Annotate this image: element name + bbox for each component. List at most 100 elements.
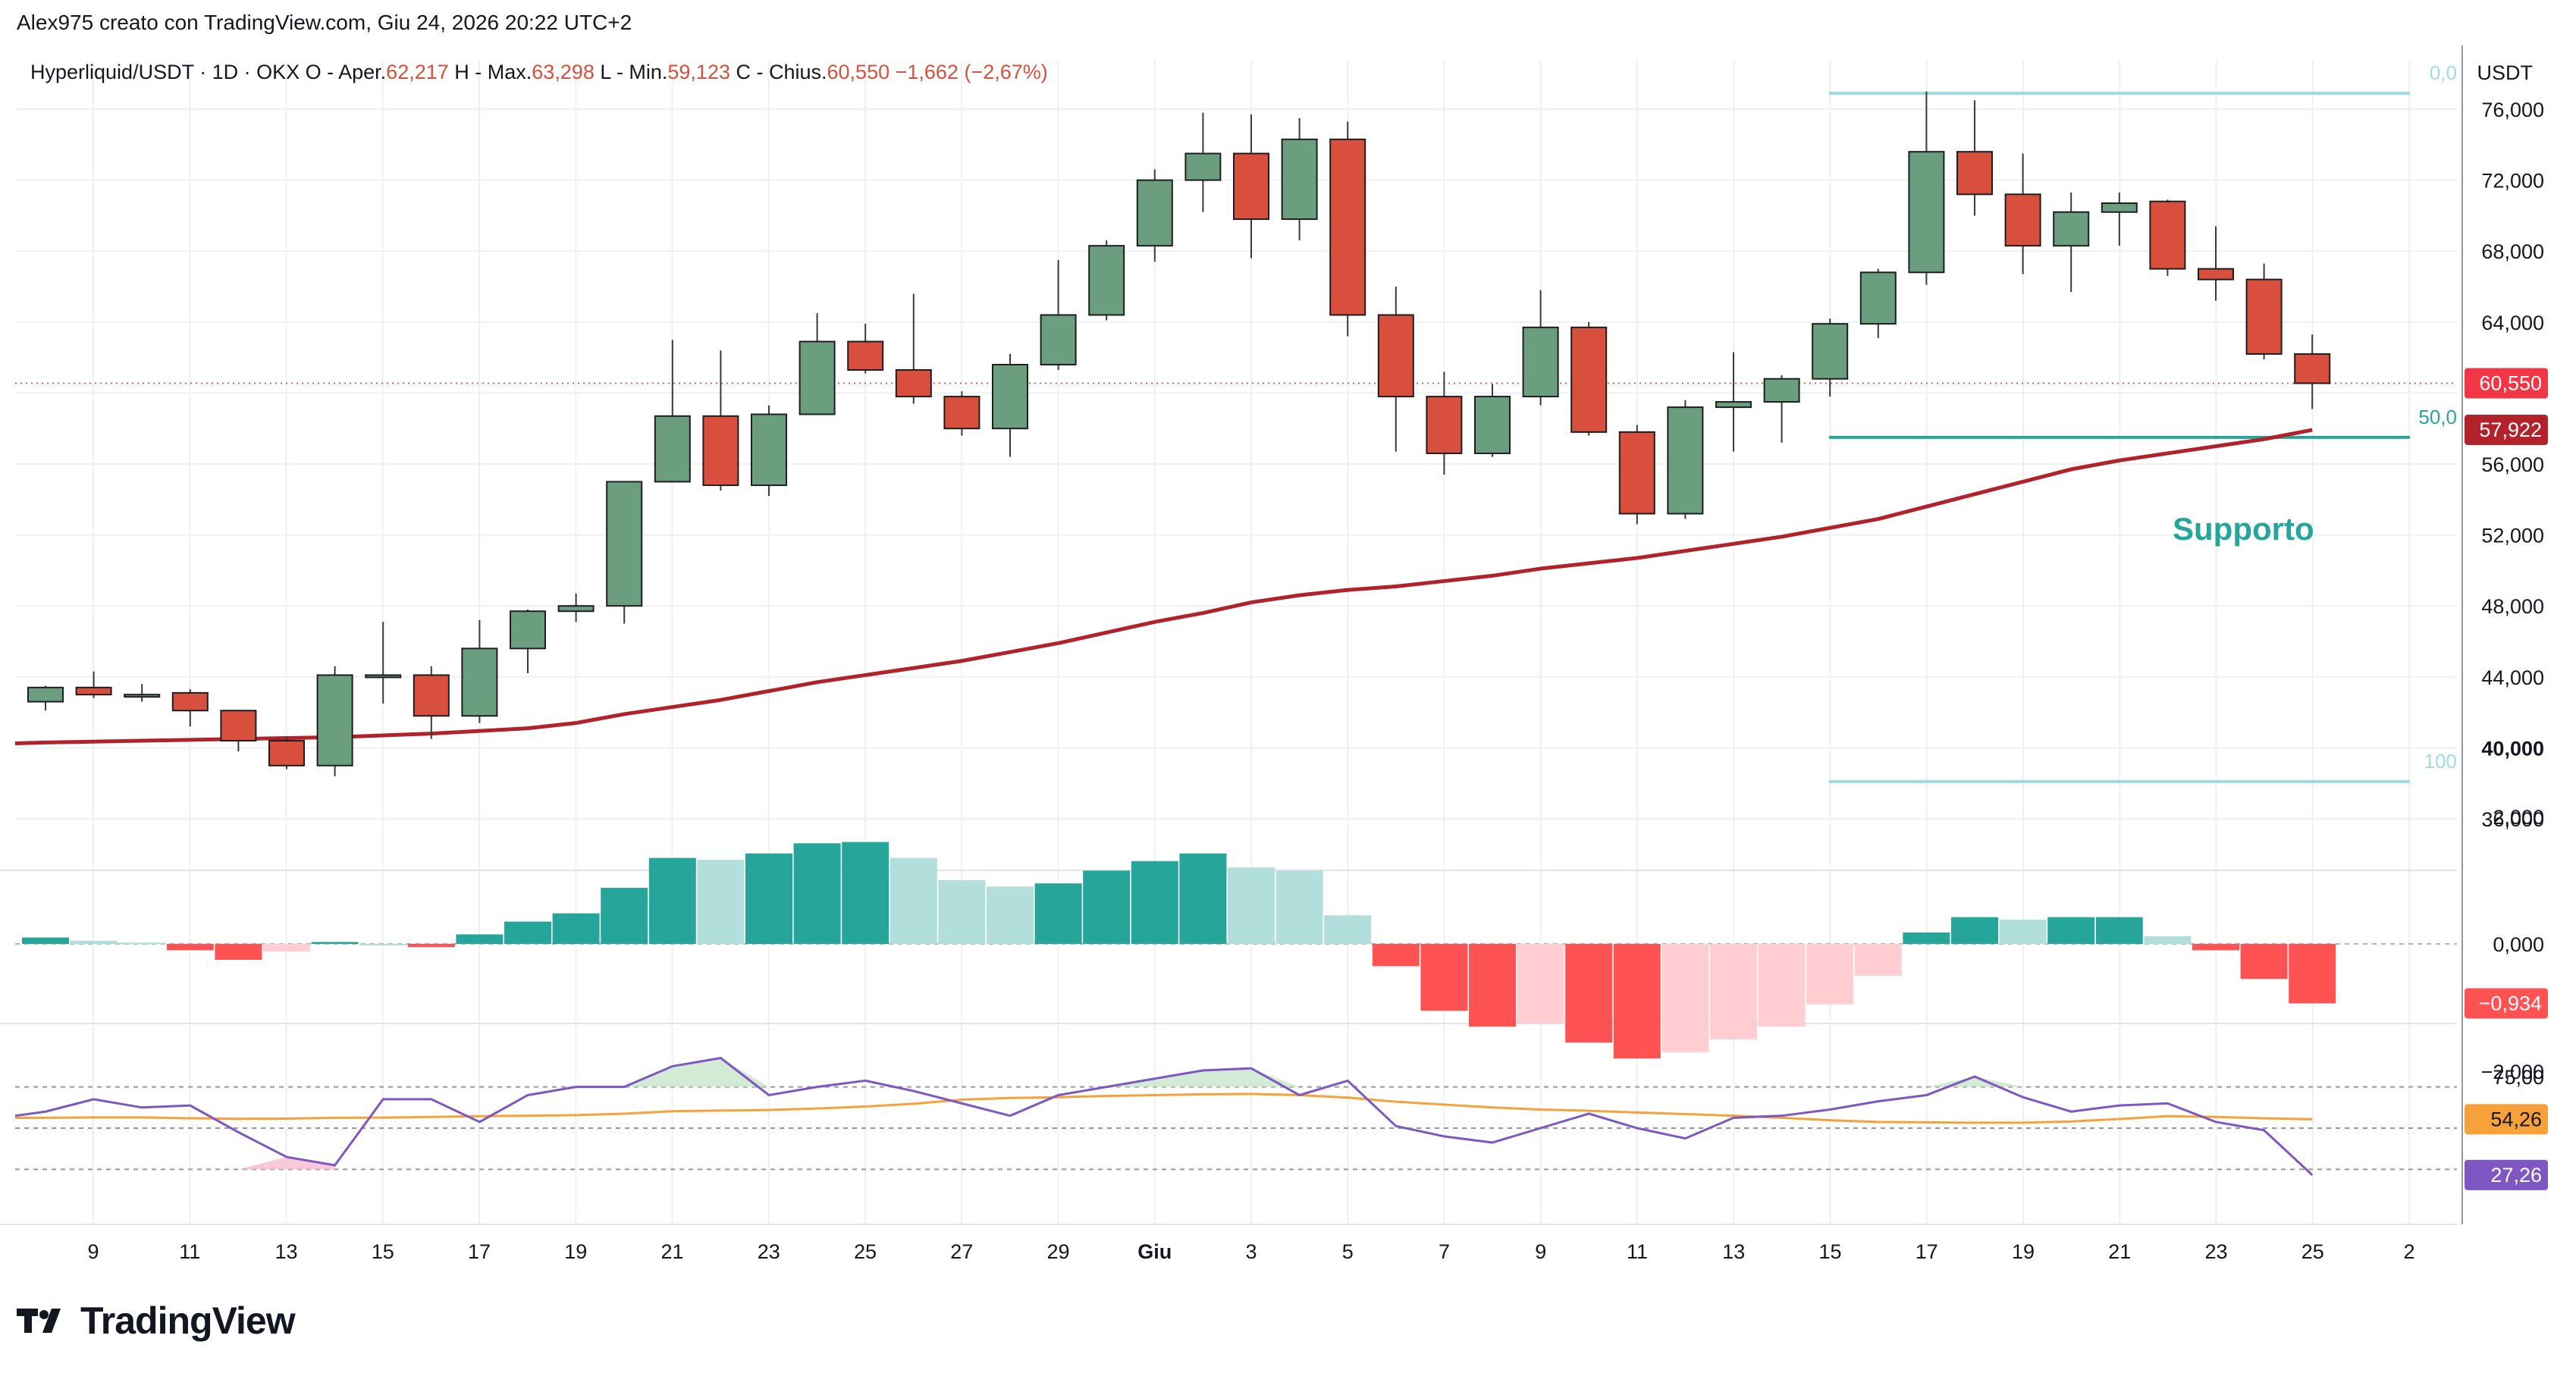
x-tick-label: 11 — [179, 1240, 200, 1263]
price-tick-label: 40,000 — [2481, 737, 2544, 760]
macd-bar — [311, 942, 359, 944]
macd-bar — [842, 842, 890, 944]
rsi-overbought-fill — [624, 1058, 769, 1087]
fib-level-label: 100 — [2424, 750, 2457, 773]
last-price-label: 60,550 — [2479, 372, 2542, 395]
candle-body — [1329, 138, 1366, 316]
price-tick-label: 52,000 — [2481, 525, 2544, 547]
macd-bar — [1806, 944, 1854, 1005]
legend-open-label: O - Aper. — [306, 61, 387, 83]
candle-body — [1474, 396, 1511, 454]
rsi-line — [14, 1056, 2314, 1176]
x-tick-label: 15 — [372, 1240, 394, 1263]
price-tick-label: 76,000 — [2481, 99, 2544, 121]
candle-body — [1377, 314, 1414, 398]
macd-bar — [2240, 944, 2288, 980]
x-tick-label: 2 — [2403, 1240, 2414, 1263]
candle-body — [606, 481, 643, 607]
macd-bar — [1083, 870, 1131, 944]
candle-body — [1136, 179, 1173, 247]
legend-close-label: C - Chius. — [736, 61, 827, 83]
x-tick-label: 9 — [1535, 1240, 1546, 1263]
candle-body — [1281, 138, 1318, 221]
macd-bar — [456, 934, 504, 944]
candle-body — [316, 674, 353, 766]
candle-body — [1908, 151, 1945, 274]
candle-body — [2245, 278, 2283, 355]
x-tick-label: 29 — [1046, 1240, 1069, 1263]
x-tick-label: 21 — [2108, 1240, 2131, 1263]
price-tick-label: 72,000 — [2481, 170, 2544, 193]
macd-bar — [1710, 944, 1757, 1039]
macd-bar — [1517, 944, 1564, 1023]
rsi-value-label: 27,26 — [2490, 1164, 2542, 1186]
candle-body — [510, 610, 546, 650]
macd-bar — [263, 944, 310, 952]
macd-bar — [166, 944, 214, 951]
candle-body — [702, 415, 739, 487]
legend-low-value: 59,123 — [667, 61, 736, 83]
x-tick-label: Giu — [1137, 1240, 1172, 1263]
legend: Hyperliquid/USDT · 1D · OKX O - Aper.62,… — [30, 61, 1048, 83]
macd-bar — [1228, 867, 1275, 944]
candle-body — [1859, 271, 1897, 325]
candle-body — [895, 368, 932, 398]
tradingview-logo-icon — [17, 1306, 70, 1336]
macd-value-label-background — [2465, 988, 2548, 1019]
macd-bar — [1758, 944, 1806, 1027]
x-tick-label: 17 — [468, 1240, 491, 1263]
candle-body — [1040, 314, 1077, 365]
legend-high-value: 63,298 — [532, 61, 600, 83]
macd-bar — [2192, 944, 2239, 951]
macd-bar — [2047, 917, 2095, 944]
rsi-ma-value-label-background — [2465, 1104, 2548, 1135]
moving-average-line — [14, 428, 2313, 746]
x-tick-label: 25 — [2301, 1240, 2324, 1263]
ma-value-label-background — [2465, 415, 2548, 446]
candle-body — [1812, 323, 1849, 380]
candle-body — [654, 415, 691, 483]
candle-body — [1184, 152, 1222, 181]
chart-labels: 60,550 57,922 −0,934 54,26 27,26 Supporto — [2173, 368, 2548, 1190]
price-tick-label: 44,000 — [2481, 666, 2544, 689]
rsi-tick-label: 75,00 — [2493, 1066, 2544, 1089]
macd-bar — [1613, 944, 1661, 1059]
macd-bar — [938, 880, 986, 944]
candle-body — [751, 413, 787, 487]
macd-bar — [1565, 944, 1613, 1043]
macd-bar — [697, 860, 745, 944]
macd-bar — [1854, 944, 1902, 976]
macd-bar — [2144, 936, 2192, 944]
macd-bar — [70, 940, 118, 944]
x-tick-label: 3 — [1245, 1240, 1257, 1263]
currency-label: USDT — [2477, 61, 2534, 84]
tradingview-logo[interactable]: TradingView — [17, 1298, 296, 1343]
x-tick-label: 23 — [758, 1240, 780, 1263]
rsi-ma-value-label: 54,26 — [2490, 1108, 2542, 1130]
x-tick-label: 7 — [1439, 1240, 1450, 1263]
legend-open-value: 62,217 — [386, 61, 454, 83]
macd-bar — [1275, 870, 1323, 944]
macd-tick-label: −2,000 — [2481, 1061, 2544, 1083]
x-tick-label: 13 — [275, 1240, 297, 1263]
legend-high-label: H - Max. — [454, 61, 532, 83]
macd-histogram — [22, 842, 2336, 1059]
x-tick-label: 25 — [854, 1240, 877, 1263]
candle-body — [2149, 200, 2186, 270]
macd-bar — [2095, 917, 2143, 944]
moving-average — [14, 428, 2313, 746]
legend-low-label: L - Min. — [600, 61, 667, 83]
macd-bar — [118, 942, 166, 945]
candle-body — [75, 686, 112, 696]
macd-bar — [793, 843, 841, 944]
last-price-label-background — [2465, 368, 2548, 399]
candle-body — [1088, 245, 1125, 316]
price-tick-label: 36,000 — [2481, 808, 2544, 831]
price-tick-label: 64,000 — [2481, 312, 2544, 334]
macd-bar — [745, 853, 792, 944]
rsi-overbought-fill — [1878, 1077, 2023, 1087]
candle-body — [847, 340, 884, 371]
candle-body — [1667, 406, 1704, 515]
x-tick-label: 9 — [87, 1240, 99, 1263]
